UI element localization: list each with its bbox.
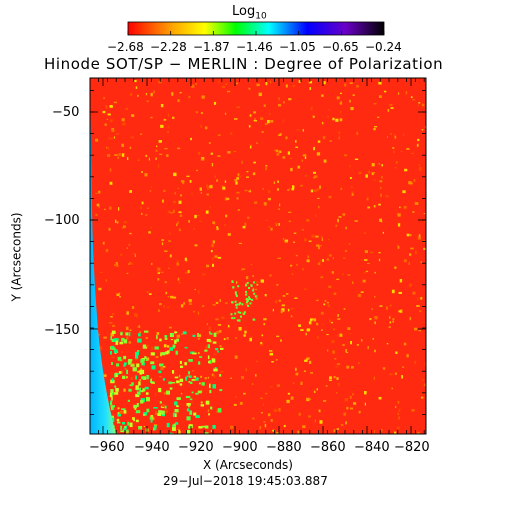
plot-title: Hinode SOT/SP − MERLIN : Degree of Polar…	[44, 55, 444, 73]
y-ticks	[90, 90, 426, 415]
timestamp: 29−Jul−2018 19:45:03.887	[163, 474, 328, 488]
x-tick-label: −900	[222, 440, 258, 455]
colorbar-tick-label: −1.87	[193, 40, 230, 54]
colorbar-ticks	[127, 31, 385, 35]
plot-frame	[89, 77, 427, 435]
x-tick-label: −880	[266, 440, 302, 455]
limb-region	[90, 78, 116, 434]
x-tick-label: −820	[394, 440, 430, 455]
colorbar-tick-label: −0.65	[322, 40, 359, 54]
y-tick-label: −50	[52, 105, 80, 120]
colorbar-tick-label: −0.24	[365, 40, 402, 54]
colorbar-tick-label: −1.46	[236, 40, 273, 54]
y-tick-label: −150	[44, 323, 80, 338]
x-tick-label: −860	[310, 440, 346, 455]
colorbar-tick-label: −2.68	[107, 40, 144, 54]
colorbar-tick-label: −1.05	[279, 40, 316, 54]
x-ticks	[98, 78, 425, 434]
x-axis-label: X (Arcseconds)	[203, 458, 293, 472]
x-tick-label: −940	[134, 440, 170, 455]
y-axis-label: Y (Arcseconds)	[9, 212, 24, 302]
colorbar-label: Log10	[232, 4, 267, 22]
image-map	[90, 78, 426, 434]
x-tick-label: −960	[89, 440, 125, 455]
x-tick-label: −920	[178, 440, 214, 455]
x-tick-label: −840	[354, 440, 390, 455]
y-tick-label: −100	[44, 213, 80, 228]
colorbar-tick-label: −2.28	[150, 40, 187, 54]
